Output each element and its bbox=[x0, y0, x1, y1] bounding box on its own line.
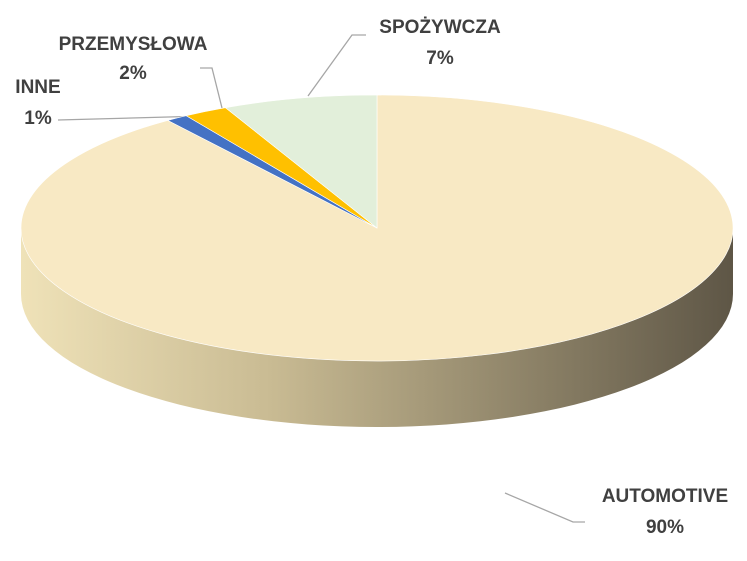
slice-label: INNE bbox=[15, 77, 60, 98]
slice-label: AUTOMOTIVE bbox=[602, 486, 728, 507]
slice bbox=[224, 94, 378, 229]
pie bbox=[20, 94, 734, 427]
slice-value-label: 1% bbox=[24, 108, 52, 129]
slice-value-label: 2% bbox=[119, 63, 147, 84]
slice-label: PRZEMYSŁOWA bbox=[59, 34, 208, 55]
slice-label: SPOŻYWCZA bbox=[379, 17, 501, 38]
leader-line bbox=[200, 67, 223, 109]
slice-side bbox=[21, 228, 733, 427]
leader-line bbox=[504, 492, 585, 523]
leader-line bbox=[57, 115, 206, 121]
leader-line bbox=[307, 34, 366, 97]
slice-value-label: 90% bbox=[646, 517, 684, 538]
slice-value-label: 7% bbox=[426, 48, 454, 69]
